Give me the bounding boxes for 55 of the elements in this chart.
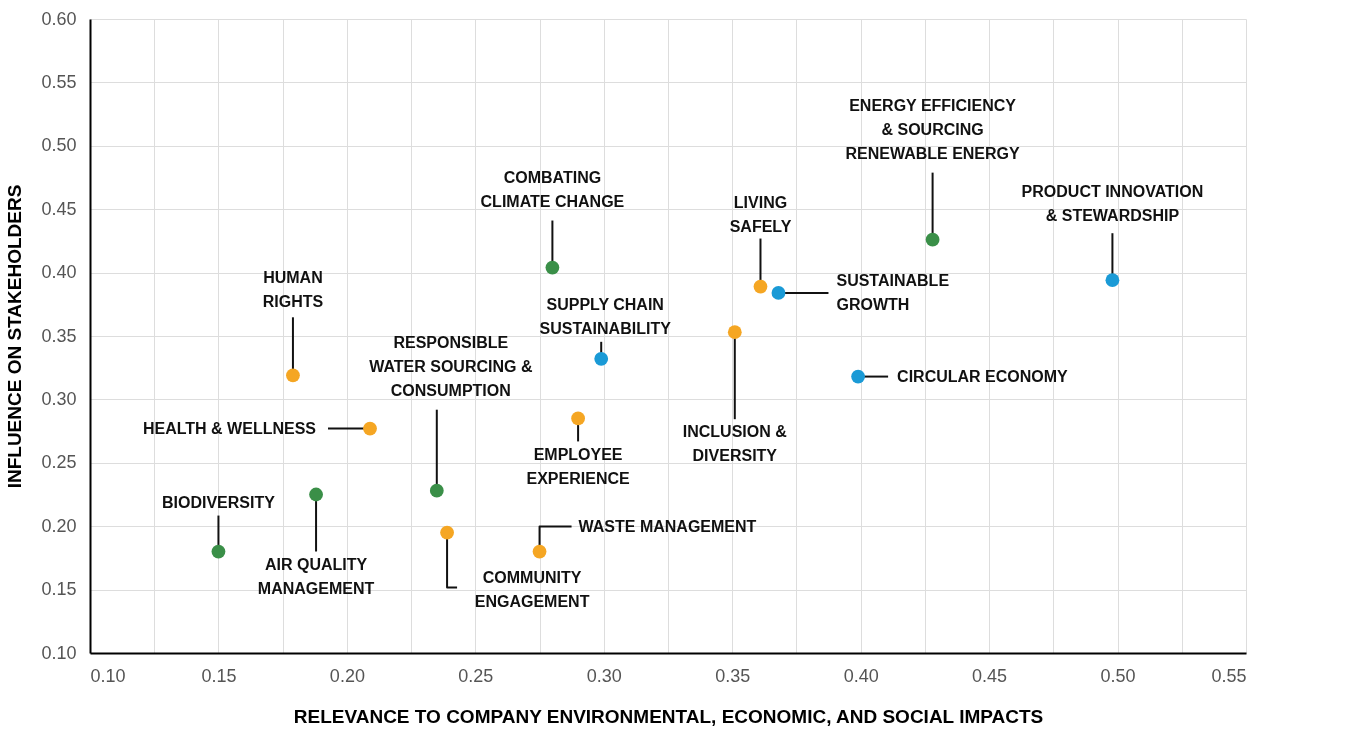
point <box>594 351 609 366</box>
annotation: COMMUNITY ENGAGEMENT <box>474 568 590 610</box>
y-tick-label: 0.40 <box>41 262 77 283</box>
x-tick-label: 0.35 <box>715 665 751 686</box>
annotation: HEALTH & WELLNESS <box>142 419 317 437</box>
annotation: EMPLOYEE EXPERIENCE <box>526 446 630 488</box>
point <box>571 411 585 426</box>
x-tick-label: 0.45 <box>972 665 1008 686</box>
annotation: SUSTAINABLE GROWTH <box>836 271 950 313</box>
y-tick-label: 0.55 <box>41 71 77 92</box>
y-tick-label: 0.45 <box>41 198 77 219</box>
point <box>532 544 547 559</box>
y-tick-label: 0.20 <box>41 515 77 536</box>
y-tick-label: 0.30 <box>41 388 77 409</box>
y-tick-label: 0.60 <box>41 8 77 29</box>
point <box>851 369 865 384</box>
x-tick-label: 0.20 <box>329 665 365 686</box>
x-tick-label: 0.15 <box>201 665 237 686</box>
annotation: LIVING SAFELY <box>729 193 792 235</box>
annotation: PRODUCT INNOVATION & STEWARDSHIP <box>1021 183 1204 225</box>
annotation: RESPONSIBLE WATER SOURCING & CONSUMPTION <box>369 333 533 399</box>
annotation: COMBATING CLIMATE CHANGE <box>480 168 625 210</box>
annotation: ENERGY EFFICIENCY & SOURCING RENEWABLE ENERGY <box>845 96 1021 162</box>
x-tick-label: 0.50 <box>1100 665 1136 686</box>
point <box>925 232 940 247</box>
annotation: INCLUSION & DIVERSITY <box>682 423 788 465</box>
y-tick-label: 0.25 <box>41 452 77 473</box>
point <box>440 525 454 540</box>
annotation: WASTE MANAGEMENT <box>578 517 757 535</box>
y-axis-title: INFLUENCE ON STAKEHOLDERS <box>4 184 26 489</box>
point <box>309 487 323 502</box>
point <box>286 368 300 383</box>
annotation: HUMAN RIGHTS <box>262 269 324 311</box>
point <box>545 260 560 275</box>
annotation: SUPPLY CHAIN SUSTAINABILITY <box>539 295 672 337</box>
point <box>753 279 768 294</box>
x-tick-label: 0.10 <box>90 665 126 686</box>
y-tick-label: 0.15 <box>41 579 77 600</box>
x-tick-label: 0.25 <box>458 665 494 686</box>
annotation: AIR QUALITY MANAGEMENT <box>257 555 375 597</box>
x-axis-title: RELEVANCE TO COMPANY ENVIRONMENTAL, ECONOMIC, AND SOCIAL IMPACTS <box>293 705 1044 727</box>
x-tick-label: 0.30 <box>586 665 622 686</box>
x-tick-label: 0.55 <box>1211 665 1247 686</box>
point <box>771 286 786 300</box>
point <box>363 421 377 436</box>
annotation: CIRCULAR ECONOMY <box>897 367 1069 385</box>
y-tick-label: 0.10 <box>41 642 77 663</box>
y-tick-label: 0.50 <box>41 135 77 156</box>
point <box>211 544 226 559</box>
x-tick-label: 0.40 <box>843 665 879 686</box>
y-tick-label: 0.35 <box>41 325 77 346</box>
annotation: BIODIVERSITY <box>161 493 276 511</box>
point <box>727 325 742 340</box>
point <box>1105 273 1120 288</box>
point <box>429 483 444 498</box>
